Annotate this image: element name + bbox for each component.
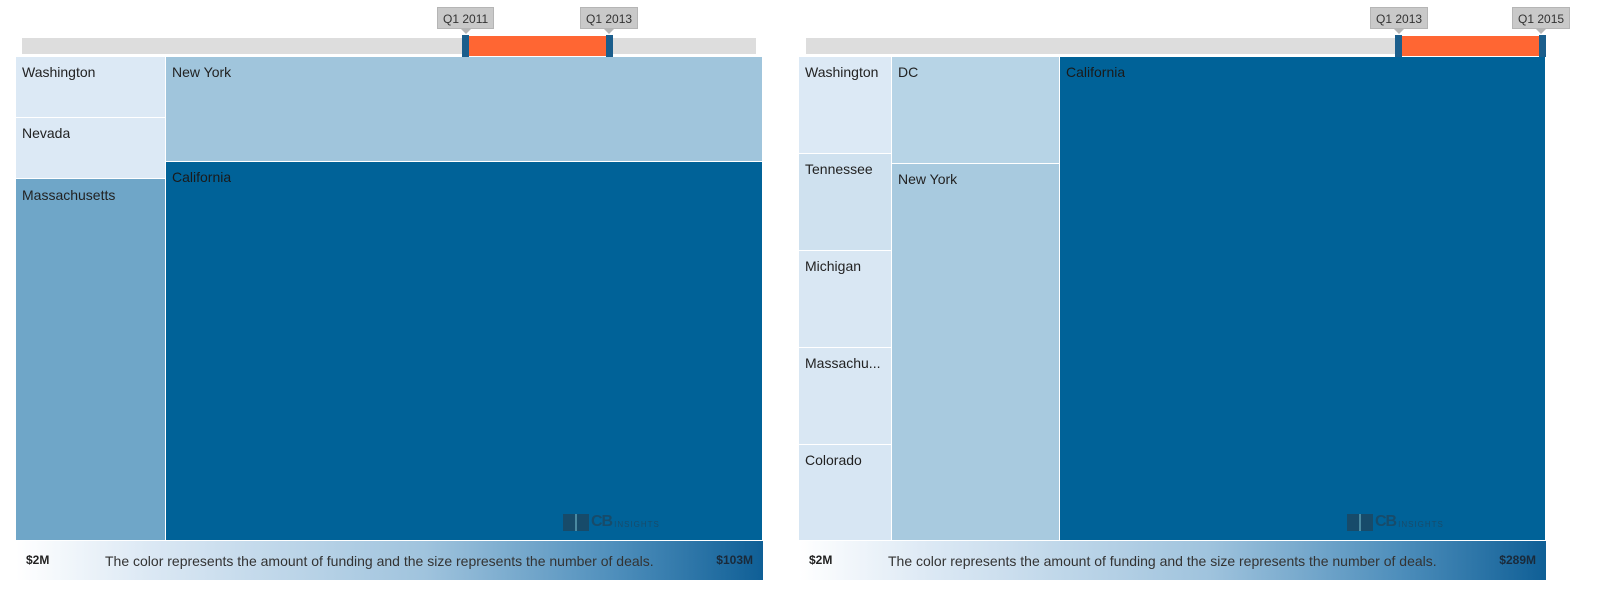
treemap-cell-dc[interactable]: DC [892, 57, 1060, 164]
time-slider-range[interactable] [468, 36, 608, 56]
treemap-cell-massachusetts[interactable]: Massachusetts [16, 179, 166, 541]
range-start-label: Q1 2013 [1370, 7, 1429, 34]
treemap-cell-new-york[interactable]: New York [166, 57, 763, 162]
treemap-left: Washington Nevada Massachusetts New York… [16, 57, 763, 541]
time-slider-end-handle[interactable] [606, 35, 613, 57]
range-start-label: Q1 2011 [437, 7, 495, 34]
treemap-cell-new-york[interactable]: New York [892, 164, 1060, 541]
legend-min-value: $2M [26, 553, 50, 567]
range-end-label: Q1 2015 [1512, 7, 1571, 34]
treemap-cell-colorado[interactable]: Colorado [799, 445, 892, 541]
cell-label: Washington [805, 64, 879, 80]
legend-min-value: $2M [809, 553, 833, 567]
cbinsights-watermark: CB INSIGHTS [563, 513, 660, 531]
cell-label: California [172, 169, 232, 185]
legend-max-value: $103M [716, 553, 753, 567]
time-slider-start-handle[interactable] [462, 35, 469, 57]
cell-label: New York [172, 64, 232, 80]
cell-label: Colorado [805, 452, 862, 468]
legend-description: The color represents the amount of fundi… [888, 553, 1437, 569]
chart-panel-left: Q1 2011 Q1 2013 Washington Nevada Massac… [0, 0, 790, 609]
cbinsights-logo-icon [563, 513, 589, 531]
range-end-label: Q1 2013 [580, 7, 639, 34]
cell-label: Nevada [22, 125, 71, 141]
treemap-right: Washington Tennessee Michigan Massachu..… [799, 57, 1546, 541]
cell-label: California [1066, 64, 1126, 80]
time-slider-end-handle[interactable] [1539, 35, 1546, 57]
cell-label: New York [898, 171, 958, 187]
color-legend: $2M The color represents the amount of f… [16, 541, 763, 580]
time-slider-start-handle[interactable] [1395, 35, 1402, 57]
legend-max-value: $289M [1499, 553, 1536, 567]
treemap-cell-tennessee[interactable]: Tennessee [799, 154, 892, 251]
time-slider-track[interactable] [806, 38, 1545, 54]
color-legend: $2M The color represents the amount of f… [799, 541, 1546, 580]
legend-description: The color represents the amount of fundi… [105, 553, 654, 569]
treemap-cell-michigan[interactable]: Michigan [799, 251, 892, 348]
treemap-cell-massachusetts[interactable]: Massachu... [799, 348, 892, 445]
watermark-suffix: INSIGHTS [614, 520, 660, 529]
watermark-brand: CB [591, 513, 613, 530]
cell-label: Massachusetts [22, 187, 116, 203]
cell-label: Michigan [805, 258, 862, 274]
chart-panel-right: Q1 2013 Q1 2015 Washington Tennessee Mic… [784, 0, 1617, 609]
treemap-cell-california[interactable]: California [1060, 57, 1546, 541]
treemap-cell-washington[interactable]: Washington [799, 57, 892, 154]
cell-label: DC [898, 64, 919, 80]
cell-label: Tennessee [805, 161, 873, 177]
cbinsights-logo-icon [1347, 513, 1373, 531]
watermark-brand: CB [1375, 513, 1397, 530]
treemap-cell-nevada[interactable]: Nevada [16, 118, 166, 179]
treemap-cell-california[interactable]: California [166, 162, 763, 541]
time-slider-track[interactable] [22, 38, 756, 54]
cell-label: Massachu... [805, 355, 881, 371]
time-slider-range[interactable] [1402, 36, 1540, 56]
treemap-cell-washington[interactable]: Washington [16, 57, 166, 118]
watermark-suffix: INSIGHTS [1398, 520, 1444, 529]
cbinsights-watermark: CB INSIGHTS [1347, 513, 1444, 531]
cell-label: Washington [22, 64, 96, 80]
